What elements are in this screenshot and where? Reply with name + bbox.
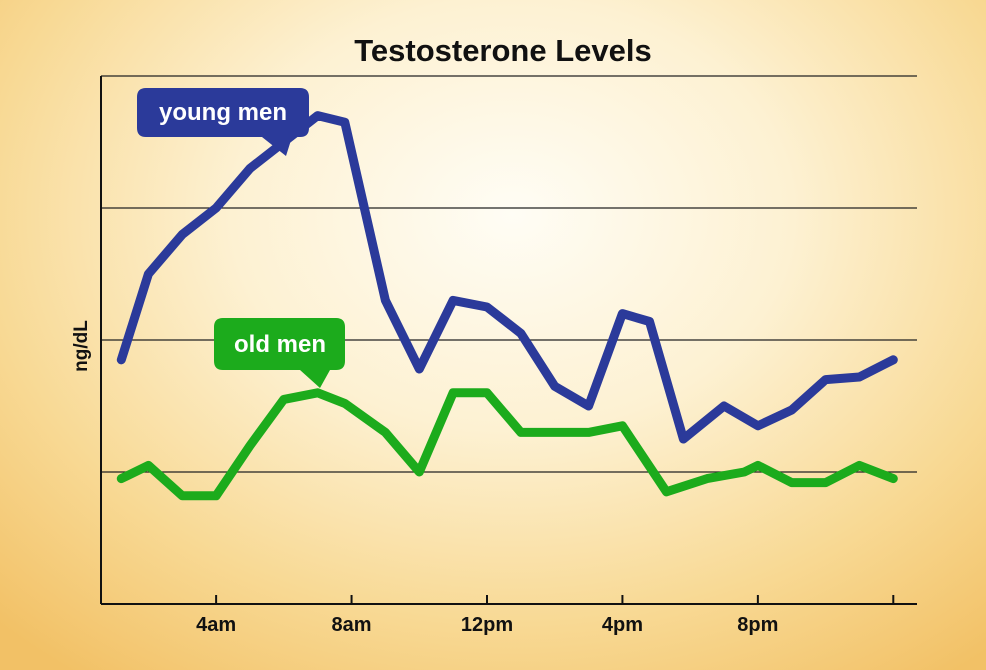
x-tick-label: 4am xyxy=(196,614,236,636)
series-line-young-men xyxy=(116,111,898,444)
x-tick-label: 4pm xyxy=(602,614,643,636)
series-callout-old-men: old men xyxy=(214,318,345,388)
x-tick-label: 8am xyxy=(332,614,372,636)
y-axis-label: ng/dL xyxy=(71,320,92,372)
x-tick-label: 8pm xyxy=(737,614,778,636)
series-line-old-men xyxy=(116,388,898,501)
callout-old-men-label: old men xyxy=(234,331,326,358)
callout-young-men-bubble xyxy=(137,88,309,156)
series-lines xyxy=(116,111,898,501)
x-axis-ticks: 4am 8am 12pm 4pm 8pm xyxy=(196,595,895,636)
series-callout-young-men: young men xyxy=(137,88,309,156)
chart-title: Testosterone Levels xyxy=(354,33,651,68)
x-tick-label: 12pm xyxy=(461,614,513,636)
callout-old-men-bubble xyxy=(214,318,345,388)
callout-young-men-label: young men xyxy=(159,99,287,126)
